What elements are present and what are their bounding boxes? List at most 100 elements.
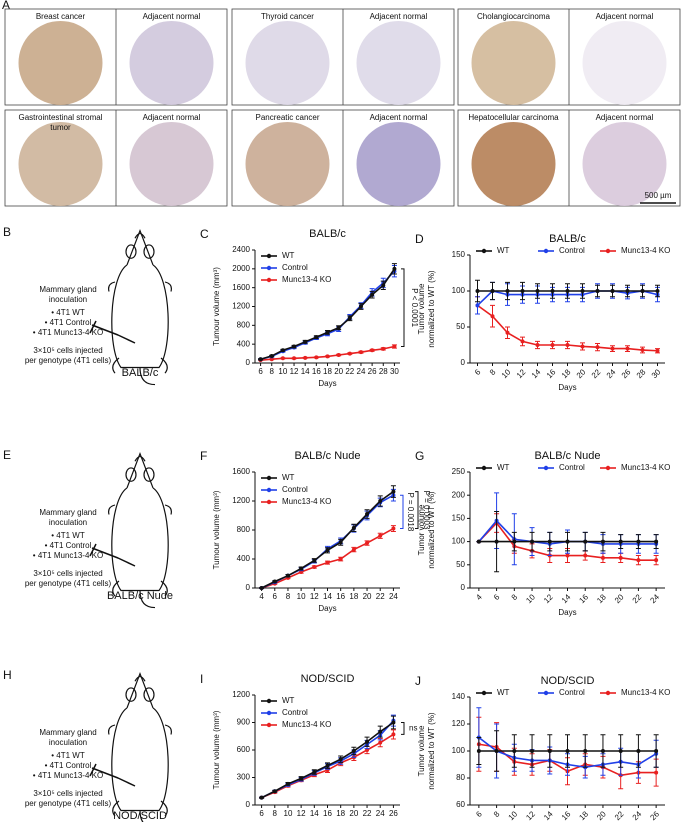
mouse-drawing (107, 453, 172, 609)
legend-marker (266, 487, 272, 493)
normal-label: Adjacent normal (143, 12, 201, 21)
panel-label: I (200, 672, 203, 686)
legend-marker (266, 722, 272, 728)
y-tick-label: 50 (456, 560, 465, 569)
data-point (299, 776, 304, 781)
normal-label: Adjacent normal (596, 12, 654, 21)
x-tick-label: 12 (290, 367, 299, 376)
data-point (303, 355, 308, 360)
data-point (351, 547, 356, 552)
x-tick-label: 6 (259, 809, 264, 818)
chart: F BALB/c Nude 0 400 800 1200 1600 4 6 8 10 12 14 16 18… (200, 449, 431, 613)
legend-marker (266, 253, 272, 259)
x-axis-label: Days (318, 604, 336, 613)
x-tick-label: 28 (379, 367, 388, 376)
series-line (261, 494, 394, 589)
x-tick-label: 10 (507, 809, 520, 822)
data-point (618, 539, 623, 544)
x-tick-label: 10 (500, 367, 513, 380)
data-point (365, 541, 370, 546)
x-tick-label: 18 (577, 809, 590, 822)
x-tick-label: 8 (273, 809, 278, 818)
strain: BALB/c (122, 367, 159, 379)
data-point (312, 564, 317, 569)
x-tick-label: 24 (648, 592, 661, 605)
data-point (336, 352, 341, 357)
cells-text: per genotype (4T1 cells) (25, 579, 112, 588)
x-tick-label: 26 (620, 367, 633, 380)
y-tick-label: 2400 (232, 245, 250, 254)
data-point (600, 749, 605, 753)
normal-core (356, 21, 441, 105)
annotation: P < 0.0001 (410, 288, 419, 327)
data-point (475, 289, 480, 293)
genotype: • 4T1 Control (45, 541, 92, 550)
chart: D BALB/c 0 50 100 150 6 8 10 12 14 16 18 20 22 24 26 28 30… (415, 232, 670, 392)
data-point (370, 292, 375, 297)
legend-label: Munc13-4 KO (282, 497, 331, 506)
data-point (530, 749, 535, 753)
legend-label: Munc13-4 KO (621, 246, 670, 255)
data-point (505, 330, 510, 335)
data-point (325, 560, 330, 565)
data-point (325, 354, 330, 359)
y-tick-label: 100 (452, 746, 466, 755)
data-point (550, 289, 555, 293)
bracket (401, 722, 405, 735)
x-tick-label: 20 (613, 592, 626, 605)
legend-label: WT (497, 246, 510, 255)
legend-label: Control (282, 263, 308, 272)
panel-label: D (415, 232, 424, 246)
data-point (505, 289, 510, 293)
data-point (269, 353, 274, 358)
data-point (600, 555, 605, 560)
y-axis-label: Tumor volume (417, 504, 426, 555)
x-tick-label: 18 (349, 592, 358, 601)
data-point (312, 770, 317, 774)
x-tick-label: 6 (273, 592, 278, 601)
chart: C BALB/c 0 400 800 1200 1600 2000 2400 6 8 10 12 14 16… (200, 227, 419, 388)
data-point (654, 749, 659, 753)
y-tick-label: 0 (246, 583, 251, 592)
data-point (494, 749, 499, 753)
tumor-label: Breast cancer (36, 12, 86, 21)
normal-core (582, 122, 667, 206)
x-tick-label: 18 (323, 367, 332, 376)
chart: I NOD/SCID 0 300 600 900 1200 6 8 10 12 14 16 18 20 22 2… (200, 672, 417, 822)
tumor-label: tumor (50, 123, 71, 132)
legend-marker (266, 475, 272, 481)
chart-title: BALB/c (549, 233, 586, 245)
data-point (338, 540, 343, 545)
x-tick-label: 24 (376, 809, 385, 818)
data-point (655, 289, 660, 293)
legend-label: WT (282, 473, 295, 482)
data-point (378, 499, 383, 503)
x-tick-label: 14 (530, 367, 543, 380)
genotype: • 4T1 WT (51, 751, 85, 760)
x-tick-label: 6 (258, 367, 263, 376)
x-tick-label: 30 (390, 367, 399, 376)
x-tick-label: 14 (560, 592, 573, 605)
y-tick-label: 1200 (232, 302, 250, 311)
data-point (391, 720, 396, 725)
genotype: • 4T1 WT (51, 308, 85, 317)
normal-core (582, 21, 667, 105)
data-point (636, 539, 641, 544)
data-point (303, 339, 308, 344)
panel-label: J (415, 674, 421, 688)
legend-label: Control (282, 708, 308, 717)
y-tick-label: 100 (452, 537, 466, 546)
legend-marker (543, 690, 549, 696)
legend-marker (605, 248, 611, 254)
x-tick-label: 22 (590, 367, 603, 380)
data-point (358, 350, 363, 355)
x-tick-label: 16 (336, 592, 345, 601)
y-tick-label: 1200 (232, 690, 250, 699)
series-line (260, 270, 396, 361)
x-tick-label: 22 (631, 592, 644, 605)
x-tick-label: 14 (542, 809, 555, 822)
y-tick-label: 900 (237, 718, 251, 727)
x-tick-label: 18 (560, 367, 573, 380)
data-point (391, 732, 396, 737)
inoculation-text: inoculation (49, 295, 87, 304)
